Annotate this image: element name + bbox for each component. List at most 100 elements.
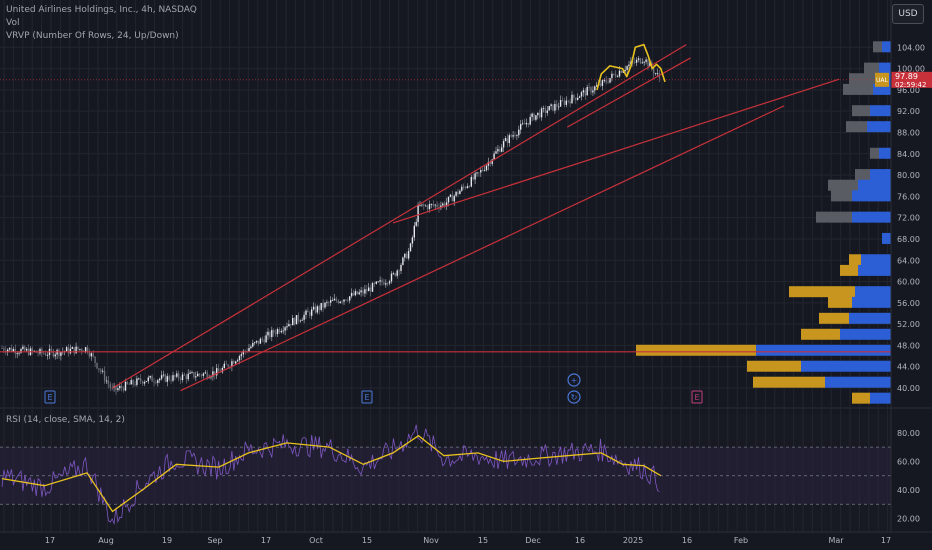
candle-body bbox=[297, 315, 300, 321]
candle-body bbox=[620, 70, 623, 73]
candle-body bbox=[261, 338, 263, 340]
currency-button[interactable]: USD bbox=[892, 4, 924, 24]
candle-body bbox=[236, 360, 239, 362]
candle-body bbox=[52, 350, 54, 357]
candle-body bbox=[178, 373, 180, 379]
candle-body bbox=[81, 349, 83, 352]
candle-body bbox=[284, 327, 286, 331]
candle-body bbox=[307, 310, 309, 313]
candle-body bbox=[463, 186, 465, 188]
candle-body bbox=[170, 379, 172, 381]
event-marker-plus bbox=[567, 373, 581, 387]
candle-body bbox=[368, 287, 370, 292]
candle-body bbox=[653, 68, 655, 74]
volume-profile-up-bar bbox=[882, 41, 891, 53]
candle-body bbox=[286, 326, 288, 328]
candle-body bbox=[601, 80, 604, 86]
volume-profile-up-bar bbox=[879, 62, 891, 74]
vrvp-legend[interactable]: VRVP (Number Of Rows, 24, Up/Down) bbox=[6, 31, 179, 41]
candle-body bbox=[242, 350, 244, 355]
candle-body bbox=[8, 347, 11, 350]
rsi-axis-label: 40.00 bbox=[897, 486, 920, 495]
rsi-legend[interactable]: RSI (14, close, SMA, 14, 2) bbox=[6, 415, 125, 425]
candle-body bbox=[516, 135, 518, 137]
candle-body bbox=[352, 292, 355, 296]
candle-body bbox=[303, 314, 305, 320]
symbol-legend[interactable]: United Airlines Holdings, Inc., 4h, NASD… bbox=[6, 5, 197, 15]
candle-body bbox=[537, 112, 539, 116]
candle-body bbox=[265, 335, 267, 343]
candle-body bbox=[476, 172, 478, 174]
candle-body bbox=[466, 186, 469, 189]
candle-body bbox=[491, 159, 493, 164]
rsi-line bbox=[1, 424, 660, 526]
candle-body bbox=[248, 348, 250, 352]
candle-body bbox=[7, 349, 9, 353]
candle-body bbox=[529, 116, 531, 125]
candle-body bbox=[654, 73, 657, 75]
candle-body bbox=[394, 273, 396, 276]
candle-body bbox=[333, 298, 336, 301]
candle-body bbox=[561, 100, 564, 101]
candle-body bbox=[626, 66, 628, 70]
candle-body bbox=[202, 373, 205, 376]
candle-body bbox=[126, 381, 129, 384]
candle-body bbox=[290, 323, 292, 326]
candle-body bbox=[60, 351, 62, 356]
event-marker-earnings-future bbox=[691, 390, 703, 404]
candle-body bbox=[231, 361, 233, 367]
candle-body bbox=[200, 374, 203, 376]
candle-body bbox=[79, 349, 81, 350]
candle-body bbox=[103, 370, 106, 381]
candle-body bbox=[65, 347, 68, 352]
candle-body bbox=[174, 375, 176, 377]
price-axis-label: 48.00 bbox=[897, 341, 920, 350]
time-axis-label: 17 bbox=[881, 536, 891, 545]
volume-profile-down-bar bbox=[819, 312, 849, 324]
trendline-3 bbox=[392, 78, 840, 224]
candle-body bbox=[413, 225, 415, 238]
candle-body bbox=[22, 346, 24, 350]
price-axis-label: 72.00 bbox=[897, 214, 920, 223]
candle-body bbox=[326, 302, 328, 304]
volume-profile-down-bar bbox=[852, 392, 870, 404]
candle-body bbox=[383, 282, 385, 285]
volume-profile-down-bar bbox=[753, 376, 825, 388]
time-axis-label: Oct bbox=[309, 536, 323, 545]
candle-body bbox=[592, 90, 594, 93]
candle-body bbox=[502, 141, 505, 148]
volume-profile-down-bar bbox=[873, 41, 882, 53]
volume-legend[interactable]: Vol bbox=[6, 18, 20, 28]
price-axis-label: 40.00 bbox=[897, 384, 920, 393]
candle-body bbox=[136, 378, 138, 385]
candle-body bbox=[278, 329, 281, 333]
candle-body bbox=[274, 333, 277, 334]
candle-body bbox=[151, 376, 153, 382]
candle-body bbox=[12, 349, 15, 352]
candle-body bbox=[457, 191, 459, 195]
candle-body bbox=[430, 204, 433, 205]
price-axis-label: 44.00 bbox=[897, 363, 920, 372]
candle-body bbox=[518, 129, 520, 136]
volume-profile-down-bar bbox=[636, 344, 756, 356]
price-axis-label: 100.00 bbox=[897, 65, 925, 74]
price-axis-label: 76.00 bbox=[897, 192, 920, 201]
candle-body bbox=[426, 205, 429, 210]
volume-profile-down-bar bbox=[840, 264, 858, 276]
event-marker-label: E bbox=[47, 393, 52, 402]
candle-body bbox=[147, 377, 149, 382]
event-marker-split bbox=[567, 390, 581, 404]
event-marker-earnings bbox=[44, 390, 56, 404]
candle-body bbox=[493, 153, 495, 160]
candle-body bbox=[254, 342, 256, 344]
volume-profile-down-bar bbox=[789, 286, 855, 298]
candle-body bbox=[311, 309, 313, 316]
candle-body bbox=[472, 176, 474, 180]
candle-body bbox=[128, 383, 130, 385]
candle-body bbox=[259, 338, 262, 344]
candle-body bbox=[312, 306, 315, 310]
candle-body bbox=[483, 170, 486, 171]
candle-body bbox=[482, 170, 484, 171]
candle-body bbox=[616, 76, 619, 78]
